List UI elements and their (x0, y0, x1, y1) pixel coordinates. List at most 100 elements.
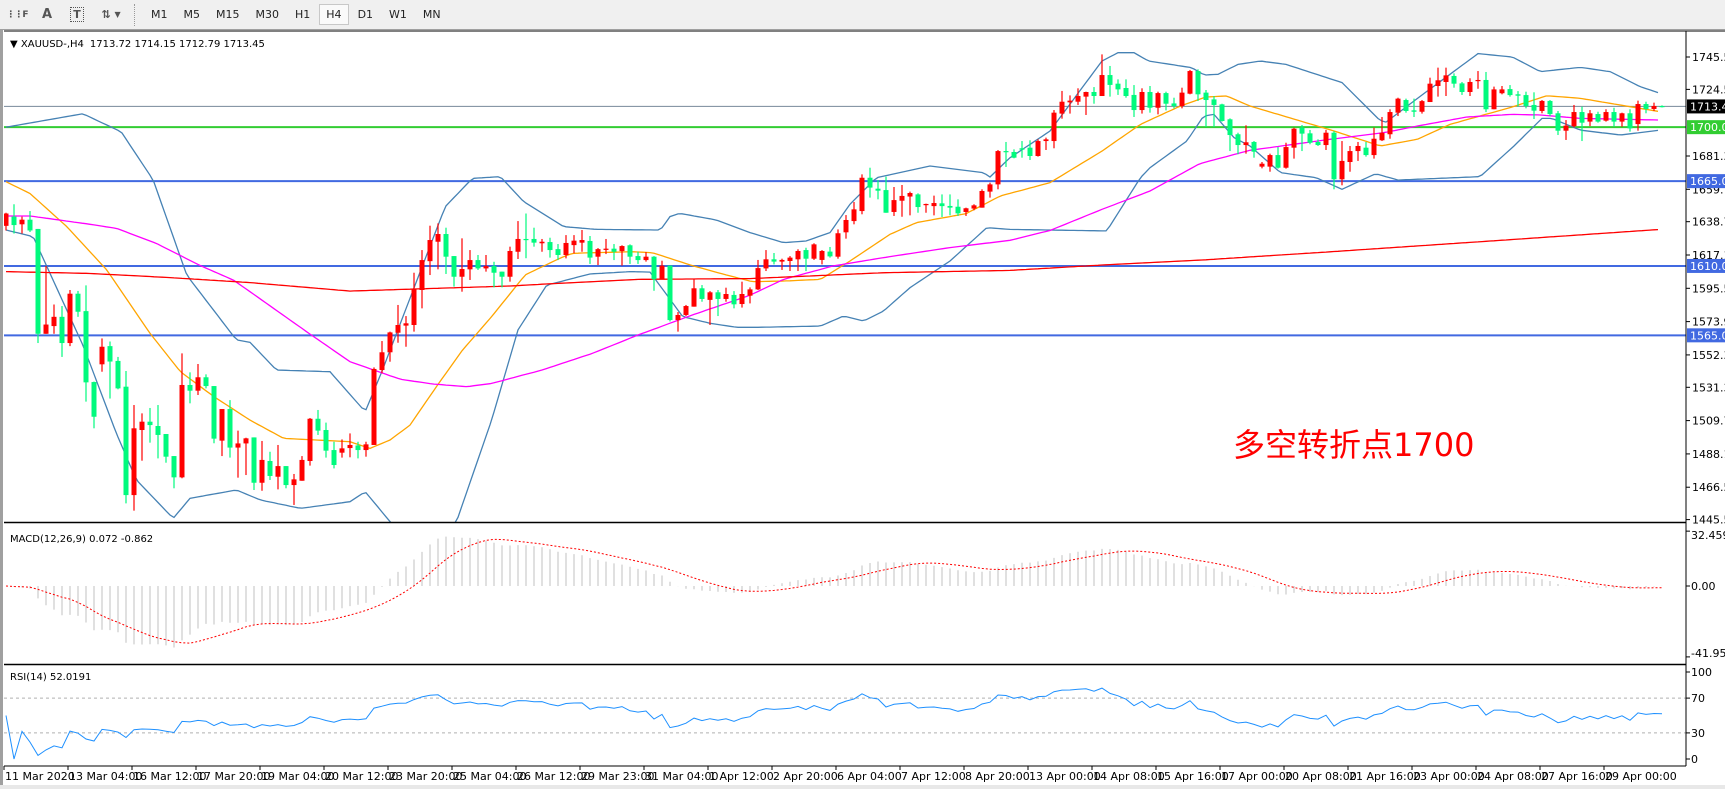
candle[interactable] (1323, 129, 1329, 150)
candle[interactable] (475, 254, 481, 270)
candle[interactable] (1163, 91, 1169, 111)
candle[interactable] (835, 229, 841, 259)
candle[interactable] (1131, 85, 1137, 117)
candle[interactable] (939, 194, 945, 218)
candle[interactable] (883, 176, 889, 213)
candle[interactable] (619, 245, 625, 266)
candle[interactable] (4, 212, 9, 231)
candle[interactable] (1347, 145, 1353, 172)
candle[interactable] (131, 405, 137, 511)
candle[interactable] (667, 265, 673, 322)
candle[interactable] (1171, 97, 1177, 109)
candle[interactable] (427, 225, 433, 276)
candle[interactable] (1075, 88, 1081, 105)
candle[interactable] (83, 285, 89, 402)
candle[interactable] (1275, 147, 1281, 169)
timeframe-button-d1[interactable]: D1 (357, 8, 374, 21)
candle[interactable] (91, 381, 97, 429)
candle[interactable] (1531, 92, 1537, 119)
candle[interactable] (1363, 141, 1369, 157)
candle[interactable] (403, 316, 409, 347)
candle[interactable] (1179, 87, 1185, 109)
timeframe-button-m15[interactable]: M15 (216, 8, 240, 21)
candle[interactable] (827, 246, 833, 258)
candle[interactable] (147, 407, 153, 443)
candle[interactable] (1443, 67, 1449, 97)
candle[interactable] (539, 238, 545, 252)
candle[interactable] (307, 417, 313, 466)
candle[interactable] (1475, 71, 1481, 89)
candle[interactable] (587, 236, 593, 264)
candle[interactable] (1627, 109, 1633, 132)
candle[interactable] (315, 409, 321, 435)
candle[interactable] (99, 338, 105, 372)
candle[interactable] (1571, 104, 1577, 128)
candle[interactable] (219, 409, 225, 457)
candle[interactable] (739, 281, 745, 308)
candle[interactable] (499, 271, 505, 288)
candle[interactable] (1307, 129, 1313, 145)
candle[interactable] (387, 331, 393, 362)
candle[interactable] (651, 256, 657, 291)
candle[interactable] (675, 312, 681, 332)
candle[interactable] (579, 230, 585, 252)
candle[interactable] (115, 356, 121, 390)
candle[interactable] (203, 374, 209, 389)
candle[interactable] (523, 213, 529, 259)
candle[interactable] (1115, 79, 1121, 95)
candle[interactable] (867, 167, 873, 198)
candle[interactable] (1491, 86, 1497, 110)
candle[interactable] (1243, 125, 1249, 154)
candle[interactable] (107, 341, 113, 399)
candle[interactable] (595, 248, 601, 266)
chevron-down-icon[interactable]: ▼ (114, 10, 121, 19)
candle[interactable] (1251, 141, 1257, 158)
candle[interactable] (179, 353, 185, 479)
candle[interactable] (1659, 105, 1665, 108)
candle[interactable] (1603, 109, 1609, 122)
candle[interactable] (1235, 132, 1241, 155)
candle[interactable] (283, 466, 289, 489)
candle[interactable] (1635, 100, 1641, 131)
candle[interactable] (755, 259, 761, 290)
candle[interactable] (1339, 141, 1345, 186)
candle[interactable] (1195, 69, 1201, 101)
candle[interactable] (571, 235, 577, 254)
candle[interactable] (1051, 110, 1057, 149)
candle[interactable] (1523, 91, 1529, 109)
candle[interactable] (515, 221, 521, 260)
candle[interactable] (1203, 89, 1209, 128)
candle[interactable] (1483, 71, 1489, 113)
candle[interactable] (1083, 91, 1089, 115)
candle[interactable] (1459, 81, 1465, 95)
candle[interactable] (555, 244, 561, 261)
candle[interactable] (1371, 127, 1377, 159)
candle[interactable] (1515, 91, 1521, 107)
candle[interactable] (1187, 69, 1193, 95)
candle[interactable] (1011, 149, 1017, 159)
candle[interactable] (355, 441, 361, 459)
candle[interactable] (763, 250, 769, 272)
candle[interactable] (843, 215, 849, 239)
candle[interactable] (699, 285, 705, 302)
candle[interactable] (323, 422, 329, 458)
candle[interactable] (1147, 85, 1153, 113)
candle[interactable] (67, 289, 73, 347)
candle[interactable] (467, 250, 473, 280)
candle[interactable] (1507, 85, 1513, 97)
candle[interactable] (1411, 98, 1417, 117)
candle[interactable] (819, 250, 825, 265)
candle[interactable] (1539, 100, 1545, 114)
candle[interactable] (811, 243, 817, 260)
candle[interactable] (635, 251, 641, 264)
candle[interactable] (707, 291, 713, 325)
candle[interactable] (1555, 110, 1561, 136)
timeframe-button-mn[interactable]: MN (422, 8, 441, 21)
candle[interactable] (1499, 85, 1505, 95)
candle[interactable] (779, 258, 785, 270)
candle[interactable] (443, 227, 449, 274)
candle[interactable] (491, 261, 497, 288)
candle[interactable] (875, 180, 881, 200)
candle[interactable] (1259, 162, 1265, 169)
candle[interactable] (459, 238, 465, 292)
